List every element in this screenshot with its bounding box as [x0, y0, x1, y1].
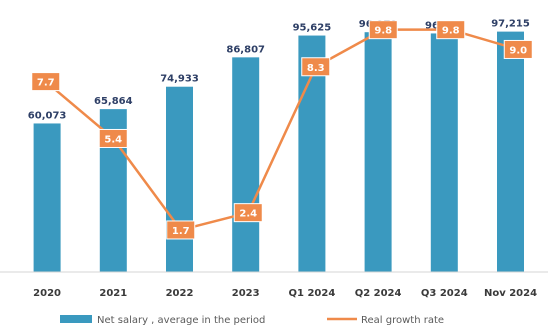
growth-value-label: 9.8 — [374, 26, 392, 37]
category-labels-layer: 2020 2021 2022 2023 Q1 2024 Q2 2024 Q3 2024 Nov… — [33, 288, 537, 299]
category-label: 2023 — [232, 288, 260, 299]
bar-2020 — [33, 123, 61, 272]
growth-value-label: 1.7 — [172, 226, 190, 237]
growth-value-label: 9.8 — [442, 26, 460, 37]
bar-value-label: 86,807 — [226, 44, 265, 55]
legend-swatch-net-salary — [60, 315, 92, 323]
legend-label-growth-rate: Real growth rate — [361, 315, 444, 326]
growth-point-q3-2024: 9.8 — [436, 20, 466, 40]
growth-point-2020: 7.7 — [31, 72, 61, 92]
growth-point-q1-2024: 8.3 — [301, 57, 331, 77]
growth-marker — [98, 128, 128, 148]
growth-point-2021: 5.4 — [98, 128, 128, 148]
category-label: 2022 — [166, 288, 194, 299]
growth-value-label: 8.3 — [307, 63, 325, 74]
legend-label-net-salary: Net salary , average in the period — [97, 315, 265, 326]
bar-value-label: 95,625 — [293, 23, 332, 34]
bar-value-label: 97,215 — [491, 19, 530, 30]
bar-q3-2024 — [430, 33, 458, 273]
bar-2023 — [232, 57, 260, 273]
bar-q2-2024 — [364, 32, 392, 272]
growth-marker — [301, 57, 331, 77]
growth-marker — [436, 20, 466, 40]
growth-marker — [31, 72, 61, 92]
growth-marker — [503, 39, 533, 59]
legend: Net salary , average in the period Real … — [60, 315, 444, 326]
growth-point-nov-2024: 9.0 — [503, 39, 533, 59]
growth-marker — [233, 203, 263, 223]
category-label: Q2 2024 — [355, 288, 402, 299]
category-label: Nov 2024 — [484, 288, 537, 299]
bars-layer — [33, 31, 524, 273]
category-label: 2021 — [99, 288, 127, 299]
bar-value-label: 74,933 — [160, 74, 199, 85]
growth-marker — [166, 220, 196, 240]
bar-value-label: 60,073 — [28, 110, 67, 121]
growth-point-q2-2024: 9.8 — [368, 20, 398, 40]
bar-nov-2024 — [497, 31, 524, 273]
growth-point-2023: 2.4 — [233, 203, 263, 223]
category-label: Q1 2024 — [289, 288, 336, 299]
category-label: Q3 2024 — [421, 288, 468, 299]
growth-value-label: 9.0 — [509, 45, 527, 56]
bar-value-label: 65,864 — [94, 96, 133, 107]
growth-value-label: 2.4 — [239, 209, 257, 220]
category-label: 2020 — [33, 288, 61, 299]
growth-point-2022: 1.7 — [166, 220, 196, 240]
growth-marker — [368, 20, 398, 40]
bar-2022 — [166, 86, 193, 273]
growth-value-label: 5.4 — [104, 134, 122, 145]
growth-value-label: 7.7 — [37, 78, 55, 89]
growth-labels-layer: 7.7 5.4 1.7 2.4 8.3 9.8 9.8 9.0 — [31, 20, 533, 240]
